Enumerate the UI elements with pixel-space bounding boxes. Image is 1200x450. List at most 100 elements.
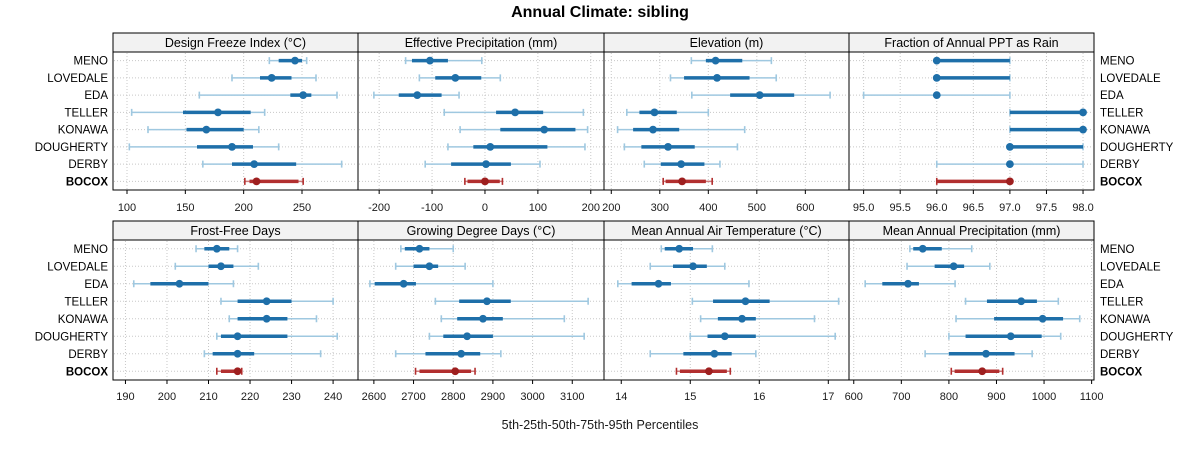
median-dot <box>451 73 460 82</box>
median-dot <box>705 367 713 376</box>
x-tick-label: 300 <box>651 202 669 214</box>
percentile-row-dougherty <box>216 332 339 341</box>
median-dot <box>678 177 687 186</box>
x-tick-label: 500 <box>748 202 766 214</box>
percentile-row-eda <box>132 279 235 288</box>
percentile-row-bocox <box>675 367 732 376</box>
panel-mean-annual-precipitation-mm: 600 700 800 900 1000 1100 Mean Annual Precipit… <box>845 220 1104 403</box>
panel-plot-area <box>848 51 1095 191</box>
panel-header <box>848 220 1095 241</box>
panel-plot-area <box>112 239 359 381</box>
median-dot <box>262 314 271 323</box>
x-tick-label: 700 <box>892 391 910 403</box>
percentile-row-meno <box>909 244 973 253</box>
x-tick-label: 2600 <box>362 391 386 403</box>
row-label-left-dougherty: DOUGHERTY <box>35 331 109 343</box>
x-tick-label: -200 <box>368 202 390 214</box>
median-dot <box>664 142 672 151</box>
percentile-row-konawa <box>228 314 318 323</box>
x-tick-label: 15 <box>684 391 696 403</box>
percentile-row-bocox <box>935 177 1014 186</box>
percentile-row-eda <box>691 91 831 100</box>
median-dot <box>649 125 657 134</box>
percentile-row-derby <box>643 160 721 169</box>
row-label-left-teller: TELLER <box>65 107 108 119</box>
median-dot <box>904 279 912 288</box>
median-dot <box>252 177 261 186</box>
percentile-row-teller <box>1009 108 1087 117</box>
row-label-left-konawa: KONAWA <box>58 125 109 137</box>
x-tick-label: 14 <box>615 391 627 403</box>
x-tick-label: 17 <box>822 391 834 403</box>
median-dot <box>677 160 686 169</box>
row-label-left-meno: MENO <box>74 244 109 256</box>
median-dot <box>1038 314 1047 323</box>
chart-title: Annual Climate: sibling <box>511 4 689 21</box>
median-dot <box>949 262 958 271</box>
percentile-row-teller <box>964 297 1060 306</box>
row-label-left-lovedale: LOVEDALE <box>47 261 108 273</box>
row-label-right-teller: TELLER <box>1100 107 1143 119</box>
x-tick-label: 240 <box>324 391 342 403</box>
x-axis-caption: 5th-25th-50th-75th-95th Percentiles <box>501 418 699 432</box>
median-dot <box>233 367 242 376</box>
median-dot <box>755 91 764 100</box>
percentile-row-dougherty <box>428 332 585 341</box>
median-dot <box>1006 332 1015 341</box>
percentile-row-teller <box>691 297 840 306</box>
percentile-row-teller <box>443 108 585 117</box>
gridlines <box>114 241 357 379</box>
row-label-left-derby: DERBY <box>68 159 108 171</box>
x-tick-label: 220 <box>241 391 259 403</box>
percentile-row-konawa <box>955 314 1081 323</box>
median-dot <box>482 160 490 169</box>
median-dot <box>650 108 659 117</box>
row-label-left-meno: MENO <box>74 56 109 68</box>
x-tick-label: 400 <box>699 202 717 214</box>
percentile-row-eda <box>373 91 460 100</box>
panel-fraction-of-annual-ppt-as-rain: 95.0 95.5 96.0 96.5 97.0 97.5 98.0 Fraction of … <box>848 32 1095 214</box>
percentile-row-meno <box>400 244 455 253</box>
median-dot <box>932 56 941 65</box>
x-tick-label: 16 <box>753 391 765 403</box>
median-dot <box>738 314 746 323</box>
percentile-row-meno <box>404 56 483 65</box>
median-dot <box>399 279 408 288</box>
panel-plot-area <box>357 51 605 191</box>
panel-plot-area <box>357 239 605 381</box>
median-dot <box>415 244 424 253</box>
percentile-row-bocox <box>414 367 476 376</box>
median-dot <box>511 108 520 117</box>
percentile-row-dougherty <box>623 142 739 151</box>
median-dot <box>483 297 491 306</box>
row-label-left-eda: EDA <box>84 279 108 291</box>
panel-growing-degree-days-c: 2600 2700 2800 2900 3000 3100 Growing Degree D… <box>357 220 605 403</box>
x-tick-label: 2900 <box>481 391 505 403</box>
median-dot <box>250 160 259 169</box>
row-label-right-dougherty: DOUGHERTY <box>1100 331 1174 343</box>
median-dot <box>1079 108 1087 117</box>
percentile-row-eda <box>369 279 494 288</box>
percentile-row-meno <box>690 56 773 65</box>
percentile-row-derby <box>202 160 343 169</box>
x-tick-label: 2700 <box>401 391 425 403</box>
x-tick-label: 1100 <box>1080 391 1104 403</box>
median-dot <box>654 279 663 288</box>
row-label-right-eda: EDA <box>1100 279 1124 291</box>
median-dot <box>486 142 495 151</box>
panel-plot-area <box>603 239 850 381</box>
row-label-right-meno: MENO <box>1100 56 1135 68</box>
panel-title: Fraction of Annual PPT as Rain <box>884 36 1058 50</box>
median-dot <box>217 262 225 271</box>
percentile-row-lovedale <box>231 73 317 82</box>
x-tick-label: 97.5 <box>1036 202 1057 214</box>
median-dot <box>1079 125 1087 134</box>
x-tick-label: 0 <box>482 202 488 214</box>
percentile-row-teller <box>626 108 710 117</box>
percentile-row-eda <box>617 279 750 288</box>
panel-mean-annual-air-temperature-c: 14 15 16 17 Mean Annual Air Temperature (°C) <box>603 220 850 403</box>
percentile-row-teller <box>434 297 589 306</box>
x-tick-label: 100 <box>118 202 136 214</box>
